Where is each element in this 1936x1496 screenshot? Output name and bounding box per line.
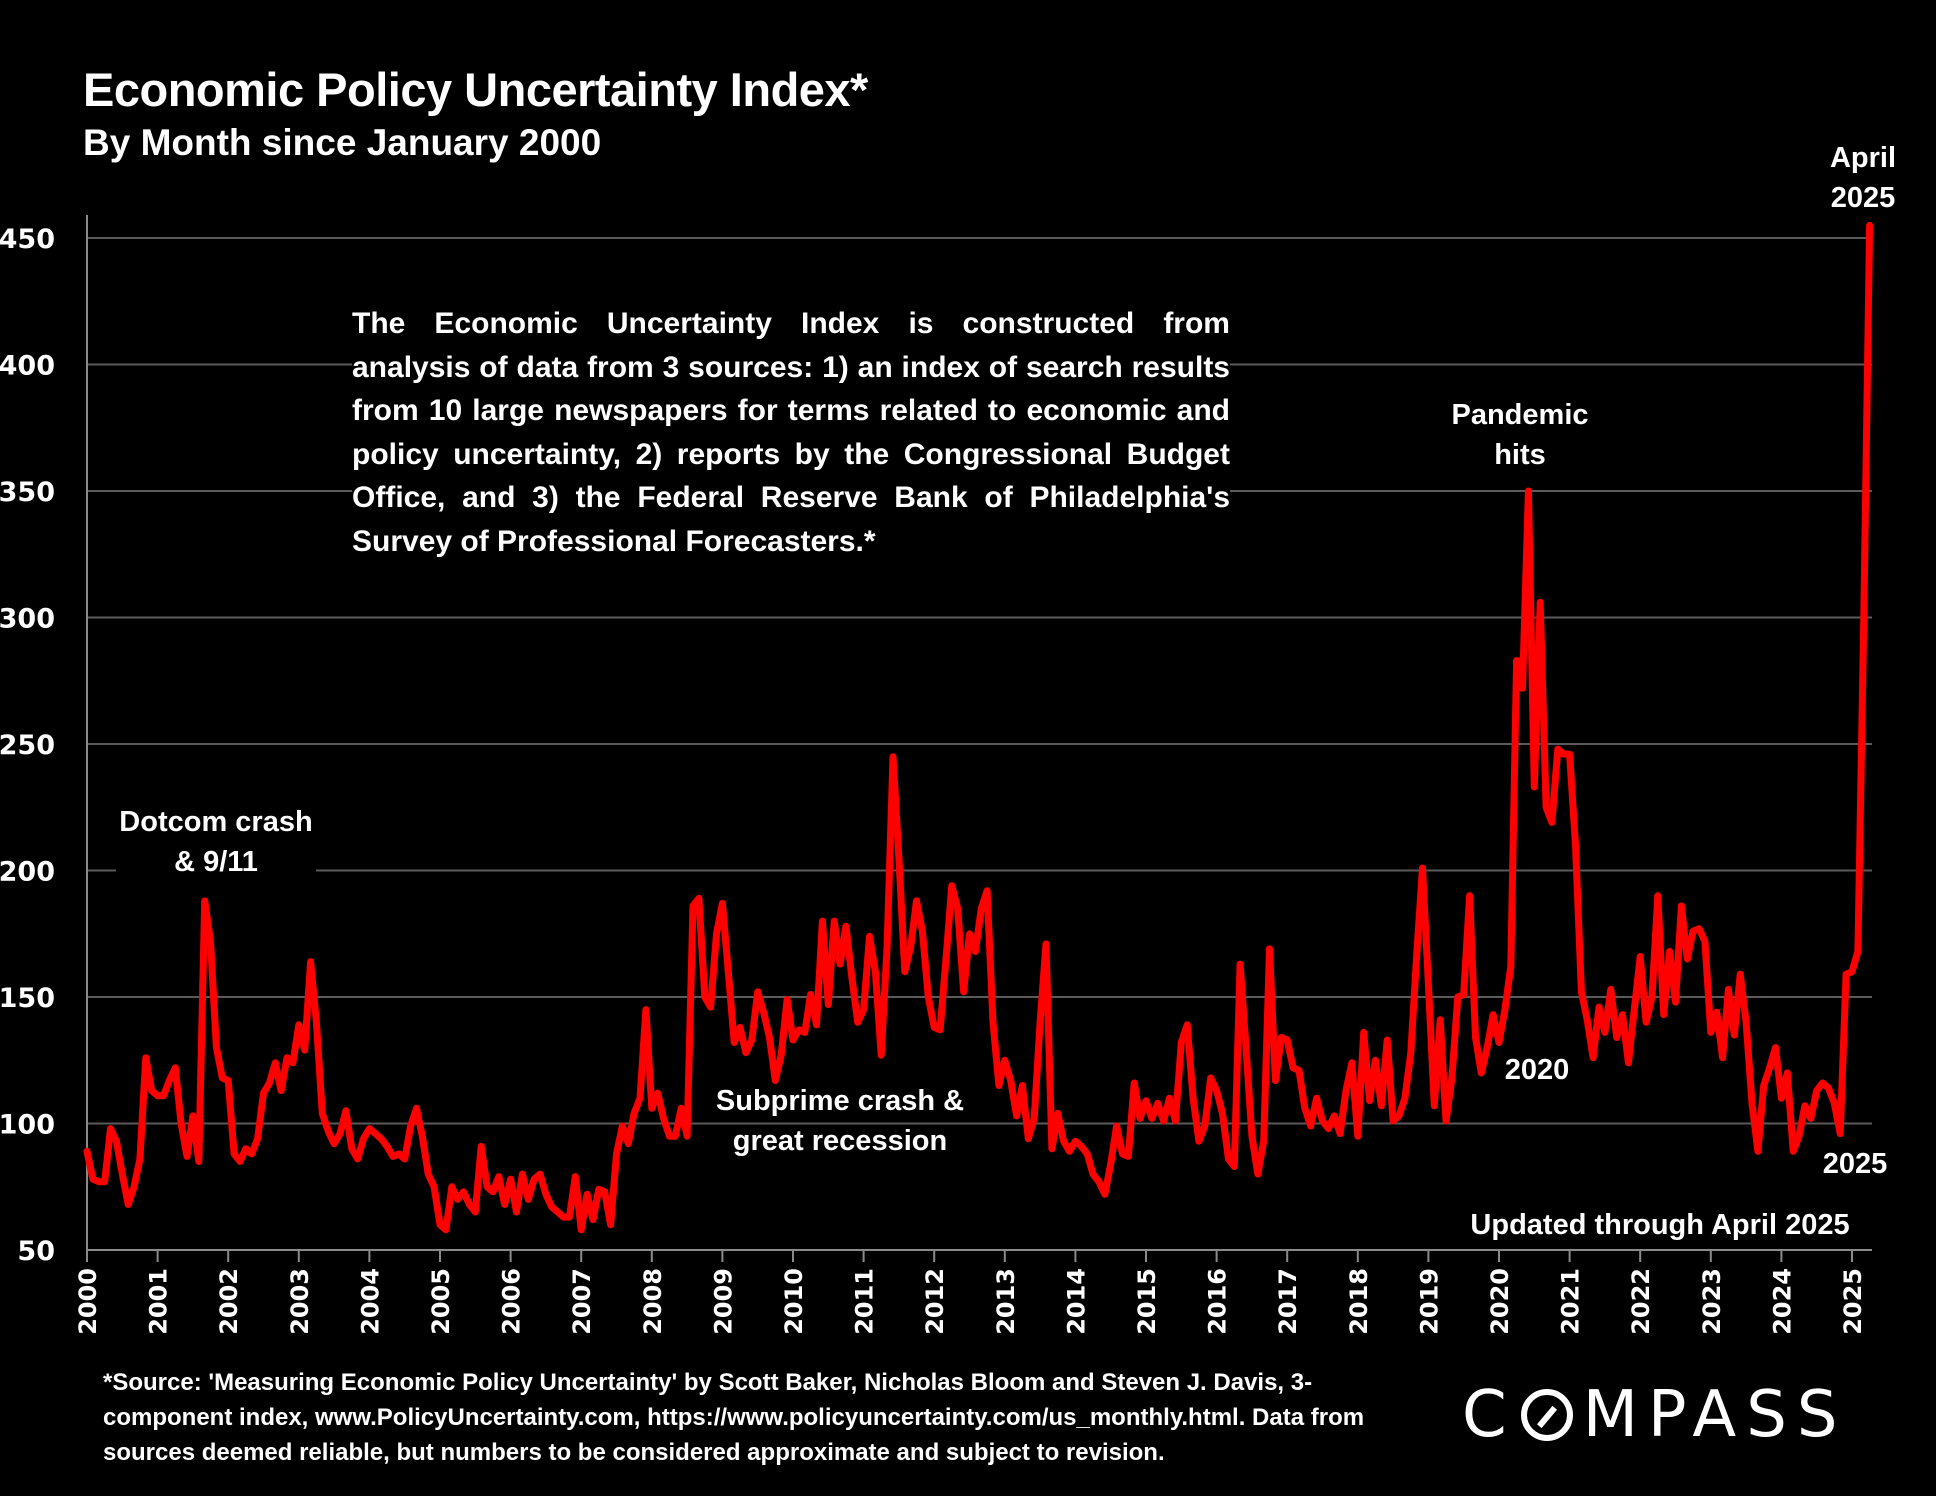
x-tick-label: 2021 xyxy=(1557,1268,1585,1335)
x-tick-label: 2008 xyxy=(639,1268,667,1335)
logo-letters-mpass: MPASS xyxy=(1582,1378,1848,1452)
x-tick-label: 2022 xyxy=(1627,1268,1655,1335)
x-tick-label: 2002 xyxy=(215,1268,243,1335)
annotation-april-2025: April 2025 xyxy=(1820,138,1906,218)
x-tick-label: 2019 xyxy=(1415,1268,1443,1335)
y-tick-label: 100 xyxy=(0,1110,55,1141)
y-tick-label: 350 xyxy=(0,477,55,508)
x-tick-label: 2003 xyxy=(286,1268,314,1335)
x-tick-label: 2025 xyxy=(1839,1268,1867,1335)
y-tick-label: 150 xyxy=(0,983,55,1014)
x-axis: 2000 2001 2002 2003 2004 2005 2006 2007 2008 2009… xyxy=(74,215,1872,1335)
x-tick-label: 2024 xyxy=(1768,1268,1796,1335)
x-tick-label: 2014 xyxy=(1062,1268,1090,1335)
x-tick-label: 2000 xyxy=(74,1268,102,1335)
y-tick-label: 450 xyxy=(0,224,55,255)
y-tick-label: 50 xyxy=(17,1236,55,1267)
annotation-2020: 2020 xyxy=(1504,1054,1570,1086)
y-tick-label: 250 xyxy=(0,730,55,761)
annotation-pandemic: Pandemic hits xyxy=(1445,395,1595,475)
x-tick-label: 2013 xyxy=(992,1268,1020,1335)
compass-o-icon xyxy=(1520,1389,1573,1441)
x-tick-label: 2004 xyxy=(356,1268,384,1335)
annotation-dotcom: Dotcom crash & 9/11 xyxy=(116,802,316,882)
y-tick-label: 400 xyxy=(0,351,55,382)
x-tick-label: 2015 xyxy=(1133,1268,1161,1335)
x-tick-label: 2007 xyxy=(568,1268,596,1335)
series-layer xyxy=(83,221,1874,1234)
logo-letter-c: C xyxy=(1462,1378,1517,1452)
x-tick-label: 2016 xyxy=(1204,1268,1232,1335)
y-axis-ticks: 50 100 150 200 250 300 350 400 450 xyxy=(0,224,55,1267)
x-tick-label: 2001 xyxy=(145,1268,173,1335)
chart-title: Economic Policy Uncertainty Index* xyxy=(83,63,868,116)
compass-logo: C MPASS xyxy=(1462,1378,1847,1452)
y-tick-label: 300 xyxy=(0,604,55,635)
chart-subtitle: By Month since January 2000 xyxy=(83,122,602,163)
x-tick-label: 2020 xyxy=(1486,1268,1514,1335)
annotation-2025: 2025 xyxy=(1822,1148,1888,1180)
x-tick-label: 2023 xyxy=(1698,1268,1726,1335)
annotation-subprime: Subprime crash & great recession xyxy=(715,1085,965,1157)
y-tick-label: 200 xyxy=(0,857,55,888)
x-tick-label: 2005 xyxy=(427,1268,455,1335)
x-tick-label: 2011 xyxy=(851,1268,879,1335)
methodology-note: The Economic Uncertainty Index is constr… xyxy=(352,302,1230,563)
x-tick-label: 2012 xyxy=(921,1268,949,1335)
x-tick-label: 2009 xyxy=(709,1268,737,1335)
x-tick-label: 2006 xyxy=(498,1268,526,1335)
x-tick-label: 2017 xyxy=(1274,1268,1302,1335)
x-tick-label: 2018 xyxy=(1345,1268,1373,1335)
updated-through-label: Updated through April 2025 xyxy=(1470,1209,1850,1241)
x-tick-label: 2010 xyxy=(780,1268,808,1335)
source-footnote: *Source: 'Measuring Economic Policy Unce… xyxy=(103,1369,1365,1466)
series-line-epu-index xyxy=(83,221,1874,1234)
